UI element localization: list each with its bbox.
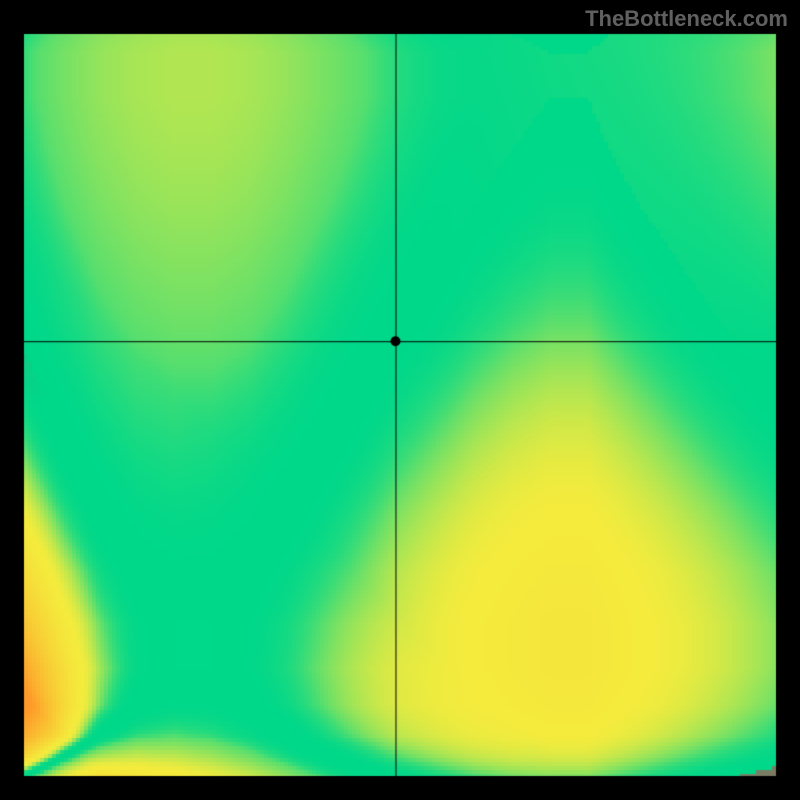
bottleneck-heatmap — [0, 0, 800, 800]
chart-container: TheBottleneck.com — [0, 0, 800, 800]
watermark-text: TheBottleneck.com — [585, 6, 788, 32]
